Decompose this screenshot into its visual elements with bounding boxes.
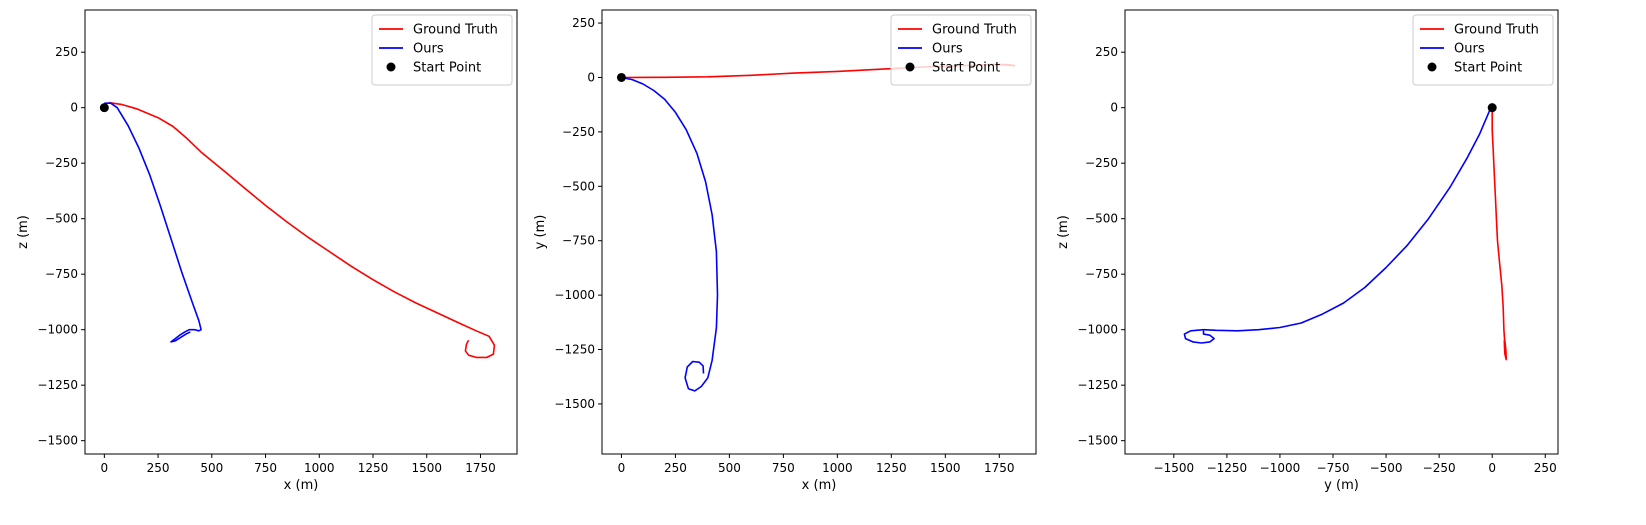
- start-point-marker: [616, 72, 626, 82]
- x-tick-label: 1750: [984, 461, 1015, 475]
- x-tick-label: −1000: [1260, 461, 1301, 475]
- start-point-marker: [1487, 103, 1497, 113]
- x-tick-label: 1500: [411, 461, 442, 475]
- x-tick-label: 1500: [930, 461, 961, 475]
- y-tick-label: −500: [562, 179, 595, 193]
- x-tick-label: 1250: [876, 461, 907, 475]
- x-tick-label: −750: [1317, 461, 1350, 475]
- y-tick-label: 250: [55, 45, 78, 59]
- legend: Ground Truth Ours Start Point: [371, 14, 513, 86]
- x-tick-label: 500: [718, 461, 741, 475]
- y-tick-label: 0: [70, 101, 78, 115]
- legend-label-ours: Ours: [413, 42, 444, 57]
- plot-frame: [601, 9, 1037, 455]
- x-tick-label: 1750: [465, 461, 496, 475]
- x-tick-label: −500: [1370, 461, 1403, 475]
- chart-panel-2: 0 250 500 750 1000 1250 1500 1750 250 0 −250 −500 −7…: [533, 9, 1037, 493]
- legend-label-ground-truth: Ground Truth: [932, 23, 1017, 38]
- y-tick-label: −1000: [554, 288, 595, 302]
- y-tick-label: −1000: [37, 323, 78, 337]
- y-tick-label: −1250: [1077, 378, 1118, 392]
- legend-label-start-point: Start Point: [413, 61, 481, 76]
- ground-truth-line: [108, 101, 496, 359]
- ground-truth-line: [1491, 106, 1507, 361]
- y-tick-label: −1250: [554, 343, 595, 357]
- legend-label-ours: Ours: [1454, 42, 1485, 57]
- legend-swatch-start-point: [386, 62, 396, 72]
- legend-swatch-start-point: [905, 62, 915, 72]
- y-tick-label: −250: [562, 125, 595, 139]
- x-tick-label: 1000: [304, 461, 335, 475]
- legend-box: [1412, 14, 1554, 86]
- y-tick-label: 250: [1095, 45, 1118, 59]
- y-axis-label: z (m): [16, 215, 31, 249]
- x-tick-label: 1000: [822, 461, 853, 475]
- chart-panel-1: 0 250 500 750 1000 1250 1500 1750 250 0 −250 −500 −7…: [16, 9, 518, 493]
- legend-label-start-point: Start Point: [932, 61, 1000, 76]
- start-point-marker: [99, 103, 109, 113]
- x-tick-label: 250: [147, 461, 170, 475]
- legend-box: [371, 14, 513, 86]
- legend-box: [890, 14, 1032, 86]
- y-tick-label: −750: [45, 267, 78, 281]
- legend-label-ours: Ours: [932, 42, 963, 57]
- ours-line: [1183, 104, 1493, 344]
- y-tick-label: −250: [45, 156, 78, 170]
- x-axis-label: x (m): [284, 478, 319, 493]
- x-tick-label: 1250: [358, 461, 389, 475]
- ours-line: [104, 102, 202, 343]
- x-tick-label: 500: [200, 461, 223, 475]
- y-tick-label: −1500: [37, 434, 78, 448]
- chart-panel-3: −1500 −1250 −1000 −750 −500 −250 0 250 250 0 −250 −…: [1056, 9, 1559, 493]
- legend-label-ground-truth: Ground Truth: [413, 23, 498, 38]
- y-tick-label: −500: [45, 212, 78, 226]
- ours-line: [621, 76, 719, 392]
- y-tick-label: −250: [1085, 156, 1118, 170]
- y-tick-label: −1500: [1077, 434, 1118, 448]
- x-tick-label: 750: [772, 461, 795, 475]
- plot-frame: [1124, 9, 1559, 455]
- legend: Ground Truth Ours Start Point: [890, 14, 1032, 86]
- x-tick-label: −250: [1423, 461, 1456, 475]
- y-tick-label: −1000: [1077, 323, 1118, 337]
- x-tick-label: −1500: [1154, 461, 1195, 475]
- x-tick-label: 0: [101, 461, 109, 475]
- x-tick-label: 0: [1488, 461, 1496, 475]
- legend: Ground Truth Ours Start Point: [1412, 14, 1554, 86]
- y-tick-label: 0: [587, 70, 595, 84]
- x-tick-label: 250: [1534, 461, 1557, 475]
- x-tick-label: 750: [254, 461, 277, 475]
- y-tick-label: −1500: [554, 397, 595, 411]
- y-tick-label: −500: [1085, 212, 1118, 226]
- y-tick-label: −1250: [37, 378, 78, 392]
- legend-swatch-start-point: [1427, 62, 1437, 72]
- x-axis-label: y (m): [1324, 478, 1359, 493]
- plot-frame: [84, 9, 518, 455]
- y-tick-label: −750: [1085, 267, 1118, 281]
- legend-label-start-point: Start Point: [1454, 61, 1522, 76]
- y-axis-label: z (m): [1056, 215, 1071, 249]
- x-tick-label: −1250: [1207, 461, 1248, 475]
- y-tick-label: 250: [572, 16, 595, 30]
- y-axis-label: y (m): [533, 215, 548, 250]
- legend-label-ground-truth: Ground Truth: [1454, 23, 1539, 38]
- x-axis-label: x (m): [802, 478, 837, 493]
- y-tick-label: 0: [1110, 101, 1118, 115]
- x-tick-label: 0: [618, 461, 626, 475]
- y-tick-label: −750: [562, 234, 595, 248]
- x-tick-label: 250: [664, 461, 687, 475]
